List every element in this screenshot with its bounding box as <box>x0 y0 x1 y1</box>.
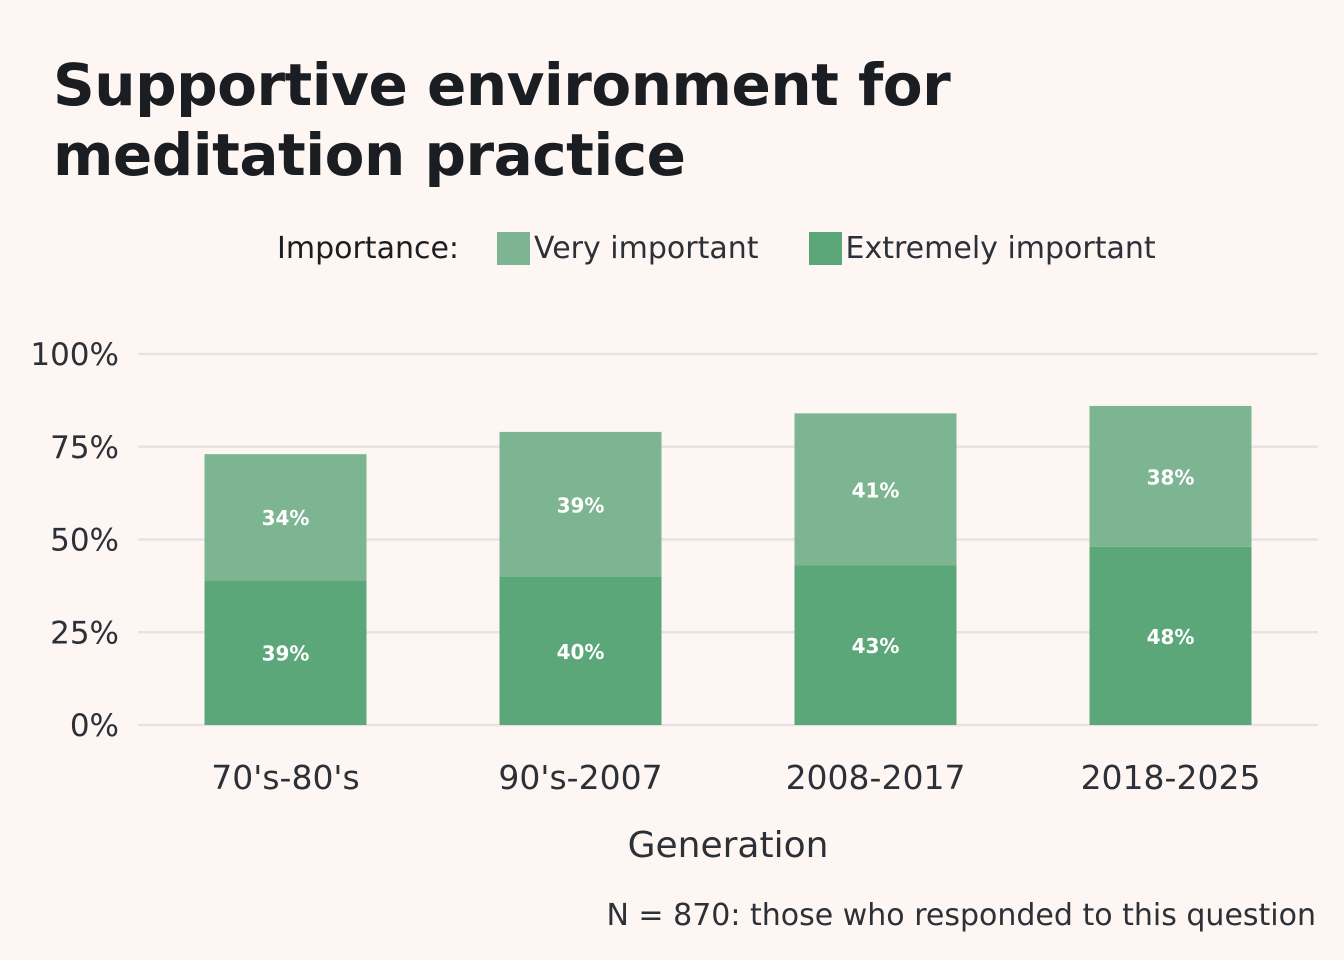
bar-segment <box>1089 405 1252 547</box>
legend-item-very-important: Very important <box>497 231 759 266</box>
bar-value-label: 41% <box>852 478 900 502</box>
bar-value-label: 38% <box>1147 465 1195 489</box>
x-tick-label: 70's-80's <box>211 758 359 797</box>
x-tick-label: 2008-2017 <box>786 758 966 797</box>
x-tick-label: 90's-2007 <box>498 758 662 797</box>
chart-title: Supportive environment for meditation pr… <box>53 51 951 189</box>
y-tick-label: 25% <box>50 615 119 651</box>
y-tick-label: 75% <box>50 430 119 466</box>
legend: Importance: Very important Extremely imp… <box>277 228 1206 268</box>
bar-value-label: 39% <box>557 493 605 517</box>
bar-value-label: 39% <box>262 642 310 666</box>
y-tick-label: 100% <box>30 337 119 373</box>
sample-size-note: N = 870: those who responded to this que… <box>606 898 1316 933</box>
bar-segment <box>1089 546 1252 725</box>
bar-segment <box>204 454 367 581</box>
bar-segment <box>499 431 662 577</box>
x-axis-title: Generation <box>628 825 829 866</box>
y-tick-label: 0% <box>70 708 119 744</box>
x-tick-label: 2018-2025 <box>1081 758 1261 797</box>
legend-label-very-important: Very important <box>534 230 759 266</box>
y-tick-label: 50% <box>50 523 119 559</box>
bar-value-label: 40% <box>557 640 605 664</box>
bar-segment <box>794 565 957 725</box>
bar-value-label: 34% <box>262 506 310 530</box>
bar-segment <box>499 576 662 725</box>
legend-item-extremely-important: Extremely important <box>808 230 1156 266</box>
legend-swatch-very-important <box>497 231 531 265</box>
bar-value-label: 48% <box>1147 625 1195 649</box>
legend-title: Importance: <box>277 230 460 266</box>
bar-segment <box>794 413 957 566</box>
legend-swatch-extremely-important <box>808 231 842 265</box>
bar-value-label: 43% <box>852 634 900 658</box>
legend-label-extremely-important: Extremely important <box>845 230 1156 266</box>
bar-segment <box>204 580 367 725</box>
chart-plot: 0% 25% 50% 75% 100% 39% 34% 70's-80's 40% 39% 90's… <box>30 337 1318 866</box>
